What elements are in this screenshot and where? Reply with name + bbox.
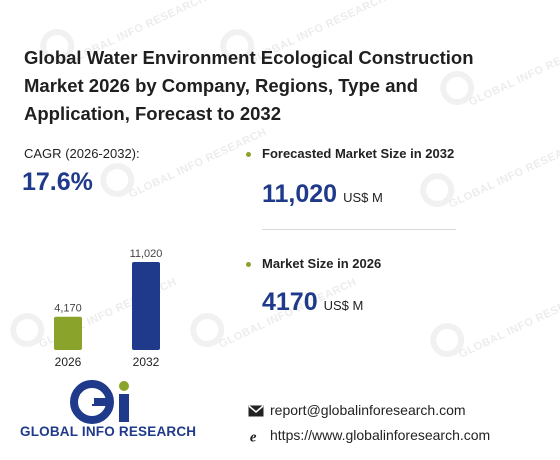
browser-icon: e — [250, 430, 257, 444]
cagr-label: CAGR (2026-2032): — [24, 146, 140, 161]
current-unit: US$ M — [323, 298, 364, 313]
forecast-value: 11,020 — [262, 180, 338, 208]
svg-text:e: e — [250, 430, 257, 444]
market-size-bar-chart: 4,170 2026 11,020 2032 — [40, 240, 190, 370]
envelope-icon — [248, 405, 264, 417]
logo-text: GLOBAL INFO RESEARCH — [20, 424, 197, 439]
forecast-value-block: 11,020 US$ M — [262, 180, 383, 209]
divider — [262, 229, 456, 230]
current-bullet — [246, 262, 251, 267]
watermark: GLOBAL INFO RESEARCH — [423, 277, 560, 382]
website-contact[interactable]: e https://www.globalinforesearch.com — [248, 427, 490, 443]
forecast-label: Forecasted Market Size in 2032 — [262, 146, 455, 161]
page-title: Global Water Environment Ecological Cons… — [24, 47, 474, 124]
website-link[interactable]: https://www.globalinforesearch.com — [270, 427, 491, 443]
current-value: 4170 — [262, 288, 318, 316]
watermark: GLOBAL INFO RESEARCH — [183, 267, 359, 372]
bar-value-label-2032: 11,020 — [130, 248, 163, 260]
cagr-value: 17.6% — [22, 168, 93, 196]
email-link[interactable]: report@globalinforesearch.com — [270, 402, 466, 418]
current-label: Market Size in 2026 — [262, 256, 382, 271]
bar-2032 — [132, 262, 160, 350]
bar-chart-svg: 4,170 2026 11,020 2032 — [54, 248, 163, 369]
company-logo: GLOBAL INFO RESEARCH — [20, 378, 196, 448]
watermark: GLOBAL INFO RESEARCH — [93, 117, 269, 222]
current-value-block: 4170 US$ M — [262, 288, 363, 317]
forecast-unit: US$ M — [343, 190, 383, 205]
cagr-label-text: CAGR — [24, 146, 62, 161]
watermark: GLOBAL INFO RESEARCH — [413, 127, 560, 232]
forecast-bullet — [246, 152, 251, 157]
bar-2026 — [54, 316, 82, 350]
cagr-period: (2026-2032): — [65, 146, 140, 161]
logo-mark-icon — [70, 380, 129, 424]
email-contact[interactable]: report@globalinforesearch.com — [248, 402, 466, 418]
x-tick-label-2032: 2032 — [133, 355, 160, 369]
bar-value-label-2026: 4,170 — [54, 303, 82, 315]
x-tick-label-2026: 2026 — [55, 355, 82, 369]
